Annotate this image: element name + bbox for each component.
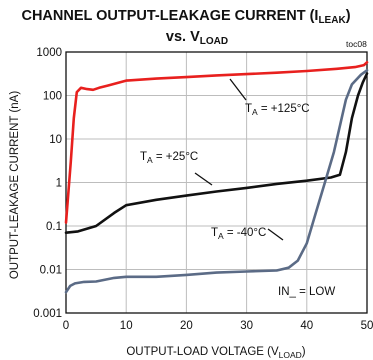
y-tick-label: 100 (43, 91, 62, 103)
xlabel-end: ) (302, 346, 306, 358)
x-tick-label: 50 (361, 320, 373, 332)
plot-frame (65, 51, 368, 314)
series-minus40c-line (64, 69, 369, 294)
axis-ticks: 0 10 20 30 40 50 0.001 0.01 0.1 1 10 100 1000 (33, 47, 373, 332)
t25-value: = +25°C (153, 151, 199, 163)
t125-t: T (245, 103, 252, 115)
xlabel-sub: LOAD (279, 350, 302, 360)
x-tick-label: 10 (120, 320, 133, 332)
xlabel-main: OUTPUT-LOAD VOLTAGE (V (126, 346, 279, 358)
series-25c-line (64, 72, 369, 234)
y-tick-label: 1000 (36, 47, 62, 59)
y-tick-label: 0.001 (33, 308, 62, 320)
leader-t125 (229, 78, 247, 101)
series-layer (64, 61, 369, 294)
x-axis-label: OUTPUT-LOAD VOLTAGE (VLOAD) (126, 346, 305, 360)
tm40-t: T (211, 227, 218, 239)
annotation-t125: TA = +125°C (245, 103, 310, 117)
title2-main: vs. V (166, 29, 200, 45)
t125-sub: A (252, 107, 258, 117)
t125-value: = +125°C (258, 103, 310, 115)
annotation-t25: TA = +25°C (140, 151, 198, 165)
leader-tm40 (267, 228, 284, 241)
chart-title-line2: vs. VLOAD (166, 29, 228, 47)
t25-t: T (140, 151, 147, 163)
annotation-in-low: IN_ = LOW (278, 286, 335, 298)
x-tick-label: 0 (63, 320, 69, 332)
chart-title-line1: CHANNEL OUTPUT-LEAKAGE CURRENT (ILEAK) (21, 8, 350, 26)
annotation-tm40: TA = -40°C (211, 227, 266, 241)
tm40-sub: A (218, 231, 224, 241)
y-tick-label: 0.01 (40, 265, 62, 277)
title2-sub: LOAD (200, 36, 228, 47)
gridlines (66, 52, 367, 313)
y-tick-label: 0.1 (46, 221, 62, 233)
y-tick-label: 10 (49, 134, 62, 146)
y-axis-label: OUTPUT-LEAKAGE CURRENT (nA) (9, 91, 21, 279)
title-main: CHANNEL OUTPUT-LEAKAGE CURRENT (I (21, 8, 318, 24)
t25-sub: A (147, 155, 153, 165)
x-tick-label: 20 (180, 320, 193, 332)
x-tick-label: 30 (240, 320, 253, 332)
series-125c-line (64, 61, 369, 224)
leader-t25 (194, 172, 213, 186)
title-sub: LEAK (318, 15, 346, 26)
figure-code: toc08 (346, 39, 367, 49)
y-tick-label: 1 (56, 178, 62, 190)
x-tick-label: 40 (300, 320, 313, 332)
title-end: ) (346, 8, 351, 24)
tm40-value: = -40°C (224, 227, 267, 239)
